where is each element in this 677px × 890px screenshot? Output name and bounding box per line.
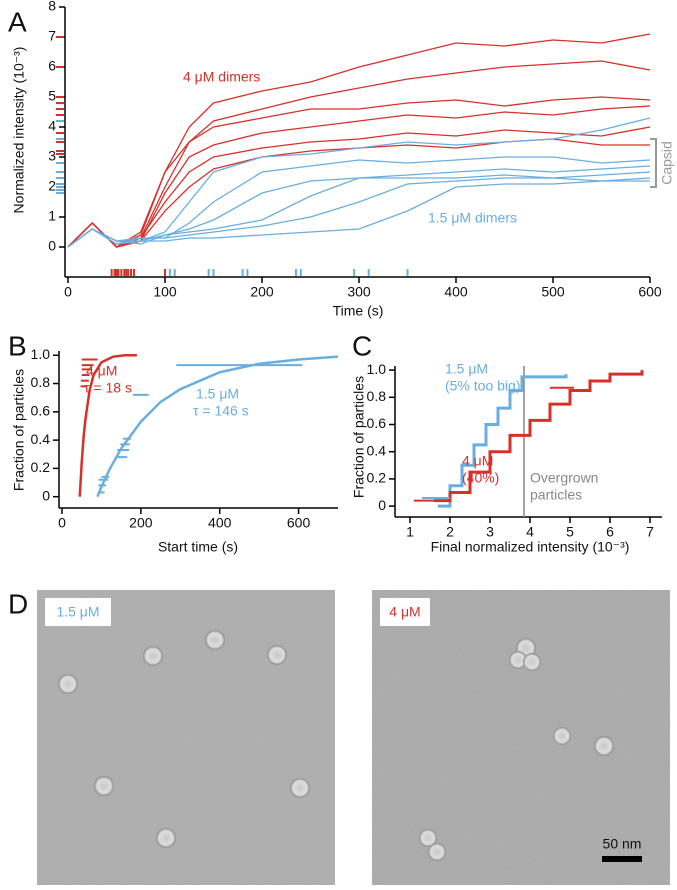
annotation: 1.5 μM dimers <box>428 210 517 226</box>
capsid-bracket <box>650 138 657 188</box>
micrograph-left: 1.5 μM <box>37 590 335 885</box>
y-tick-label: 7 <box>48 28 56 44</box>
annotation: 4 μM <box>86 363 117 379</box>
x-tick-label: 600 <box>638 284 662 300</box>
line <box>67 177 651 248</box>
micrograph-label: 1.5 μM <box>56 604 99 620</box>
annotation: 1.5 μM <box>196 386 239 402</box>
panel-label: C <box>352 330 372 361</box>
x-tick-label: 300 <box>347 284 371 300</box>
line <box>78 353 137 497</box>
y-tick-label: 8 <box>48 0 56 14</box>
y-tick-label: 1.0 <box>31 346 51 362</box>
x-tick-label: 5 <box>566 524 574 540</box>
y-tick-label: 0.8 <box>31 374 51 390</box>
x-tick-label: 100 <box>153 284 177 300</box>
annotation: (5% too big) <box>445 378 520 394</box>
x-tick-label: 500 <box>541 284 565 300</box>
panel-label: A <box>8 6 27 37</box>
line <box>67 180 650 248</box>
line <box>67 138 650 248</box>
line <box>67 105 651 248</box>
y-tick-label: 1.0 <box>367 361 387 377</box>
y-tick-label: 0.6 <box>367 415 387 431</box>
x-tick-label: 0 <box>58 515 66 531</box>
line <box>67 117 651 248</box>
micrograph-right: 4 μM 50 nm <box>372 590 670 885</box>
y-tick-label: 0.2 <box>367 470 387 486</box>
annotation: (40%) <box>462 470 499 486</box>
x-axis-label: Start time (s) <box>158 539 238 555</box>
x-tick-label: 1 <box>406 524 414 540</box>
capsid-label: Capsid <box>659 141 675 185</box>
line <box>96 355 339 498</box>
y-axis-label: Fraction of particles <box>11 369 27 491</box>
x-axis-label: Final normalized intensity (10⁻³) <box>431 539 630 555</box>
y-tick-label: 0.6 <box>31 403 51 419</box>
y-tick-label: 1 <box>48 208 56 224</box>
y-tick-label: 0 <box>42 487 50 503</box>
x-tick-label: 2 <box>446 524 454 540</box>
x-tick-label: 4 <box>526 524 534 540</box>
x-tick-label: 0 <box>64 284 72 300</box>
line <box>67 60 651 248</box>
annotation: 4 μM <box>462 453 493 469</box>
x-tick-label: 400 <box>208 515 232 531</box>
threshold-label: particles <box>530 487 582 503</box>
panel-label: B <box>8 330 27 361</box>
annotation: 1.5 μM <box>445 361 488 377</box>
y-tick-label: 0.2 <box>31 459 51 475</box>
y-tick-label: 5 <box>48 88 56 104</box>
line <box>434 370 644 503</box>
y-tick-label: 0 <box>378 497 386 513</box>
y-axis-label: Fraction of particles <box>351 376 367 498</box>
panel-label: D <box>8 588 28 619</box>
x-axis-label: Time (s) <box>333 303 384 319</box>
y-tick-label: 0 <box>48 238 56 254</box>
threshold-label: Overgrown <box>530 470 598 486</box>
line <box>438 374 568 508</box>
annotation: τ = 18 s <box>84 380 132 396</box>
y-tick-label: 2 <box>48 178 56 194</box>
micrograph-label: 4 μM <box>389 604 420 620</box>
x-tick-label: 7 <box>646 524 654 540</box>
y-axis-label: Normalized intensity (10⁻³) <box>11 47 27 214</box>
x-tick-label: 3 <box>486 524 494 540</box>
x-tick-label: 400 <box>444 284 468 300</box>
x-tick-label: 600 <box>287 515 311 531</box>
y-tick-label: 0.4 <box>31 431 51 447</box>
y-tick-label: 0.4 <box>367 442 387 458</box>
annotation: τ = 146 s <box>193 403 249 419</box>
scale-bar-label: 50 nm <box>603 836 642 852</box>
scale-bar <box>602 856 642 862</box>
x-tick-label: 200 <box>129 515 153 531</box>
y-tick-label: 6 <box>48 58 56 74</box>
y-tick-label: 4 <box>48 118 56 134</box>
x-tick-label: 6 <box>606 524 614 540</box>
y-tick-label: 3 <box>48 148 56 164</box>
line <box>67 156 651 248</box>
y-tick-label: 0.8 <box>367 388 387 404</box>
annotation: 4 μM dimers <box>183 69 260 85</box>
x-tick-label: 200 <box>250 284 274 300</box>
